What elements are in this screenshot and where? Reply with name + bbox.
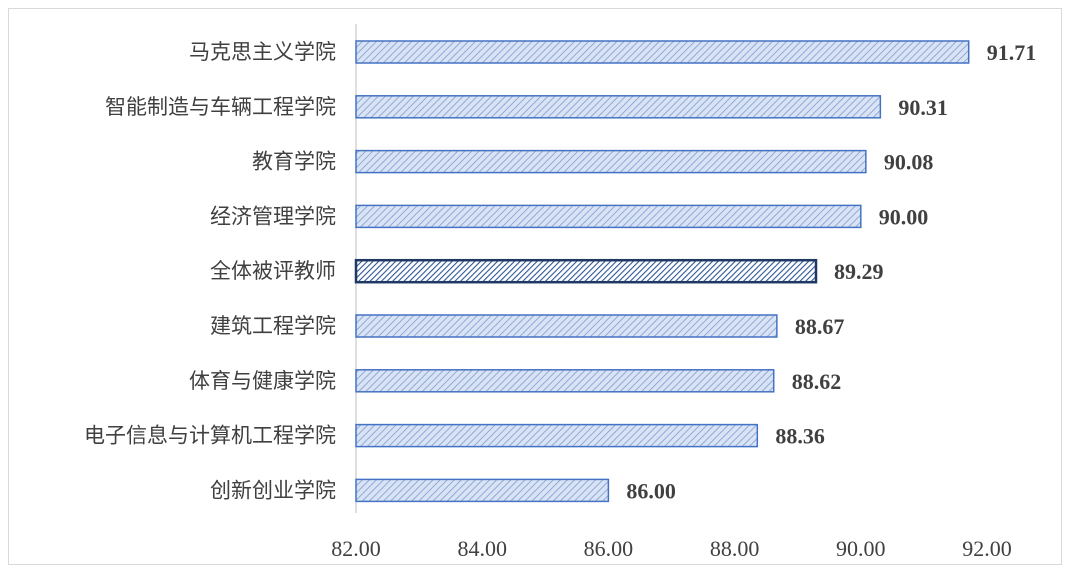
- x-tick-label: 88.00: [710, 536, 760, 561]
- category-label: 体育与健康学院: [189, 369, 336, 393]
- category-label: 全体被评教师: [210, 259, 336, 283]
- category-label: 创新创业学院: [210, 478, 336, 502]
- category-label: 电子信息与计算机工程学院: [84, 424, 336, 448]
- axis-layer: 82.00 84.00 86.00 88.00 90.00 92.00: [331, 24, 1012, 561]
- chart-frame: [8, 8, 1062, 565]
- value-label: 86.00: [626, 478, 676, 503]
- x-tick-label: 90.00: [836, 536, 886, 561]
- bar: [355, 204, 862, 229]
- bars-layer: [354, 40, 970, 503]
- value-label: 90.31: [898, 95, 948, 120]
- value-label: 88.36: [775, 424, 825, 449]
- value-label: 88.62: [792, 369, 842, 394]
- value-label: 90.00: [879, 204, 929, 229]
- value-label: 89.29: [834, 259, 884, 284]
- bar: [355, 149, 867, 174]
- x-tick-label: 92.00: [962, 536, 1012, 561]
- bar: [355, 369, 775, 393]
- bar: [355, 95, 882, 119]
- x-tick-label: 84.00: [457, 536, 507, 561]
- category-label: 经济管理学院: [210, 204, 336, 228]
- category-label: 智能制造与车辆工程学院: [105, 95, 336, 119]
- category-label: 教育学院: [252, 150, 336, 174]
- value-label: 90.08: [884, 150, 934, 175]
- bar: [355, 40, 970, 64]
- x-tick-label: 82.00: [331, 536, 381, 561]
- labels-layer: 马克思主义学院 91.71 智能制造与车辆工程学院 90.31 教育学院 90.08 经济管…: [84, 40, 1036, 503]
- bar: [355, 423, 759, 448]
- value-label: 88.67: [795, 314, 845, 339]
- value-label: 91.71: [987, 40, 1036, 65]
- bar: [355, 478, 610, 503]
- category-label: 建筑工程学院: [210, 314, 336, 338]
- category-label: 马克思主义学院: [189, 40, 336, 64]
- x-tick-label: 86.00: [584, 536, 634, 561]
- bar-highlight: [354, 258, 818, 284]
- bar: [355, 314, 778, 338]
